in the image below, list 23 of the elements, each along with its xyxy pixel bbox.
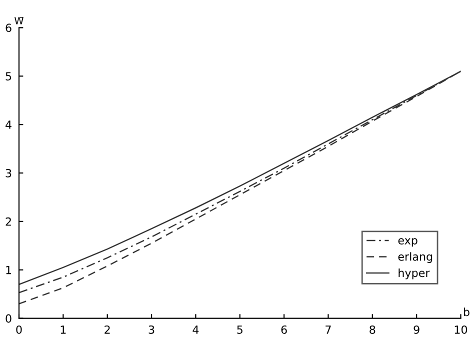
y-tick-label: 6	[6, 24, 12, 32]
y-tick-label: 0	[6, 314, 12, 323]
legend-label: hyper	[398, 268, 430, 280]
x-tick-label: 8	[370, 325, 376, 334]
x-tick-label: 5	[237, 326, 242, 334]
x-tick-label: 7	[326, 326, 331, 334]
x-tick-label: 9	[414, 325, 420, 334]
y-tick-label: 5	[6, 72, 12, 80]
x-tick-label: 0	[16, 325, 22, 334]
x-tick-label: 6	[281, 325, 287, 334]
y-axis-title: W̄	[14, 16, 24, 24]
y-tick-label: 4	[6, 120, 12, 129]
x-tick-label: 4	[192, 326, 199, 334]
y-tick-label: 3	[6, 168, 12, 178]
x-tick-label: 3	[148, 325, 154, 334]
x-tick-label: 2	[104, 325, 110, 334]
y-tick-label: 1	[6, 266, 12, 274]
x-axis-title: b	[464, 308, 470, 316]
x-tick-label: 1	[60, 326, 66, 334]
x-tick-label: 10	[454, 325, 468, 334]
legend-label: erlang	[398, 252, 432, 263]
legend-label: exp	[398, 238, 418, 247]
y-tick-label: 2	[6, 217, 11, 226]
